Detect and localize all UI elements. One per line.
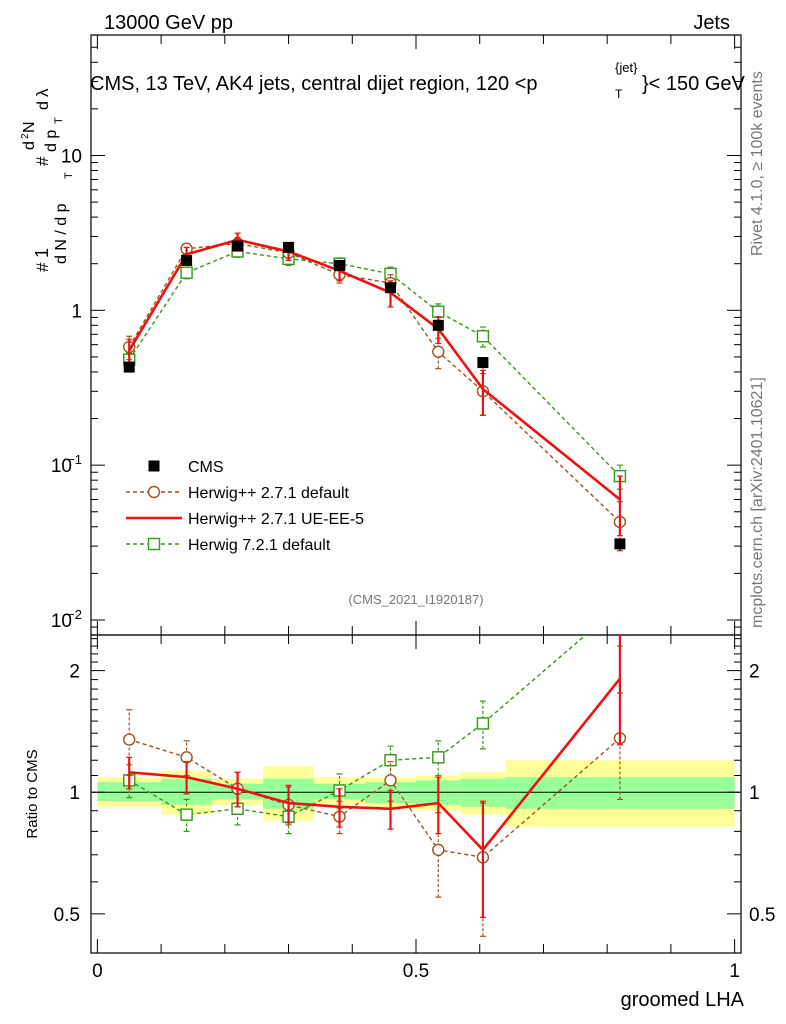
main-y-tick-label: 1	[71, 301, 82, 322]
main-point-cms	[432, 319, 444, 331]
ratio-point-hw7	[180, 808, 193, 821]
svg-text:d: d	[21, 141, 38, 150]
svg-text:#: #	[33, 262, 52, 272]
main-y-tick-label: 10−2	[51, 607, 82, 632]
svg-text:T: T	[53, 117, 65, 124]
legend-marker-hw7	[147, 537, 161, 551]
main-series-cms	[123, 240, 626, 551]
legend-label-cms: CMS	[188, 459, 224, 476]
x-tick-label: 1	[729, 961, 740, 982]
ratio-series-hw_ueee5	[126, 635, 623, 918]
main-point-hw7	[432, 305, 445, 318]
ratio-y-tick-label: 1	[69, 783, 80, 804]
svg-text:d p: d p	[43, 130, 60, 152]
main-series-hw7	[123, 245, 627, 490]
main-y-axis-title: # 1 d N / d p T # d 2 N d p T d λ	[20, 88, 75, 272]
main-y-tick-label: 10−1	[51, 452, 82, 477]
main-point-cms	[283, 241, 295, 253]
main-y-tick-base: 10	[51, 456, 72, 477]
legend-marker-cms	[148, 460, 160, 472]
ratio-point-hw_default	[432, 843, 445, 857]
ratio-y-tick-label: 2	[69, 662, 80, 683]
svg-text:1: 1	[32, 248, 52, 258]
main-point-hw7	[476, 330, 490, 343]
legend-entry-hw_default: Herwig++ 2.7.1 default	[126, 485, 350, 502]
main-point-cms	[123, 361, 135, 373]
ratio-y-tick-label-right: 2	[749, 662, 760, 683]
main-point-cms	[385, 282, 397, 294]
svg-text:d: d	[35, 101, 52, 110]
legend-entry-hw_ueee5: Herwig++ 2.7.1 UE-EE-5	[126, 511, 364, 528]
svg-text:λ: λ	[33, 88, 52, 97]
main-y-tick-exponent: −2	[67, 607, 82, 622]
ratio-y-axis-title: Ratio to CMS	[24, 749, 41, 838]
mcplots-label: mcplots.cern.ch [arXiv:2401.10621]	[749, 377, 766, 628]
main-point-hw7	[180, 266, 193, 279]
ratio-point-hw_default	[384, 774, 397, 787]
ratio-y-tick-label: 0.5	[54, 905, 80, 926]
legend-label-hw7: Herwig 7.2.1 default	[188, 537, 331, 554]
x-tick-label: 0	[92, 961, 103, 982]
main-y-tick-exponent: −1	[67, 452, 82, 467]
main-point-hw_default	[432, 345, 445, 358]
header-energy-label: 13000 GeV pp	[104, 12, 233, 34]
ratio-point-hw7	[614, 600, 625, 611]
title-suffix: }< 150 GeV	[642, 73, 746, 95]
legend-entry-hw7: Herwig 7.2.1 default	[126, 537, 331, 554]
title-text: CMS, 13 TeV, AK4 jets, central dijet reg…	[90, 73, 538, 95]
main-point-cms	[181, 254, 193, 266]
title-subscript: T	[615, 87, 623, 101]
main-point-cms	[477, 357, 489, 369]
legend-label-hw_default: Herwig++ 2.7.1 default	[188, 485, 350, 502]
ratio-plot-panel: 0 0.5 1 0.5 0.5 1 1 2 2	[54, 600, 775, 982]
title-superscript: {jet}	[615, 60, 638, 75]
legend: CMS Herwig++ 2.7.1 default Herwig++ 2.7.1 …	[126, 459, 364, 554]
svg-text:2: 2	[20, 133, 31, 139]
main-point-cms	[334, 259, 346, 271]
ratio-y-tick-label-right: 0.5	[749, 905, 775, 926]
plot-title: CMS, 13 TeV, AK4 jets, central dijet reg…	[90, 60, 746, 101]
x-axis-title: groomed LHA	[621, 989, 745, 1011]
svg-text:#: #	[33, 156, 52, 166]
main-y-tick-base: 10	[51, 611, 72, 632]
main-y-tick-base: 10	[61, 146, 82, 167]
watermark-label: (CMS_2021_I1920187)	[348, 592, 483, 607]
ratio-point-hw7	[476, 717, 490, 730]
ratio-point-hw7	[432, 751, 445, 764]
svg-text:d N / d p: d N / d p	[53, 203, 70, 264]
main-point-cms	[614, 538, 626, 550]
main-y-tick-label: 10	[61, 146, 82, 167]
header-jets-label: Jets	[693, 12, 730, 34]
svg-text:N: N	[21, 121, 38, 133]
main-point-cms	[232, 240, 244, 252]
x-tick-label: 0.5	[403, 961, 429, 982]
ratio-point-hw_default	[123, 733, 136, 746]
rivet-version-label: Rivet 4.1.0, ≥ 100k events	[749, 71, 766, 256]
legend-entry-cms: CMS	[148, 459, 224, 476]
ratio-y-tick-label-right: 1	[749, 783, 760, 804]
legend-label-hw_ueee5: Herwig++ 2.7.1 UE-EE-5	[188, 511, 364, 528]
svg-text:T: T	[63, 172, 75, 179]
legend-marker-hw_default	[147, 485, 161, 499]
main-y-tick-base: 1	[71, 301, 82, 322]
